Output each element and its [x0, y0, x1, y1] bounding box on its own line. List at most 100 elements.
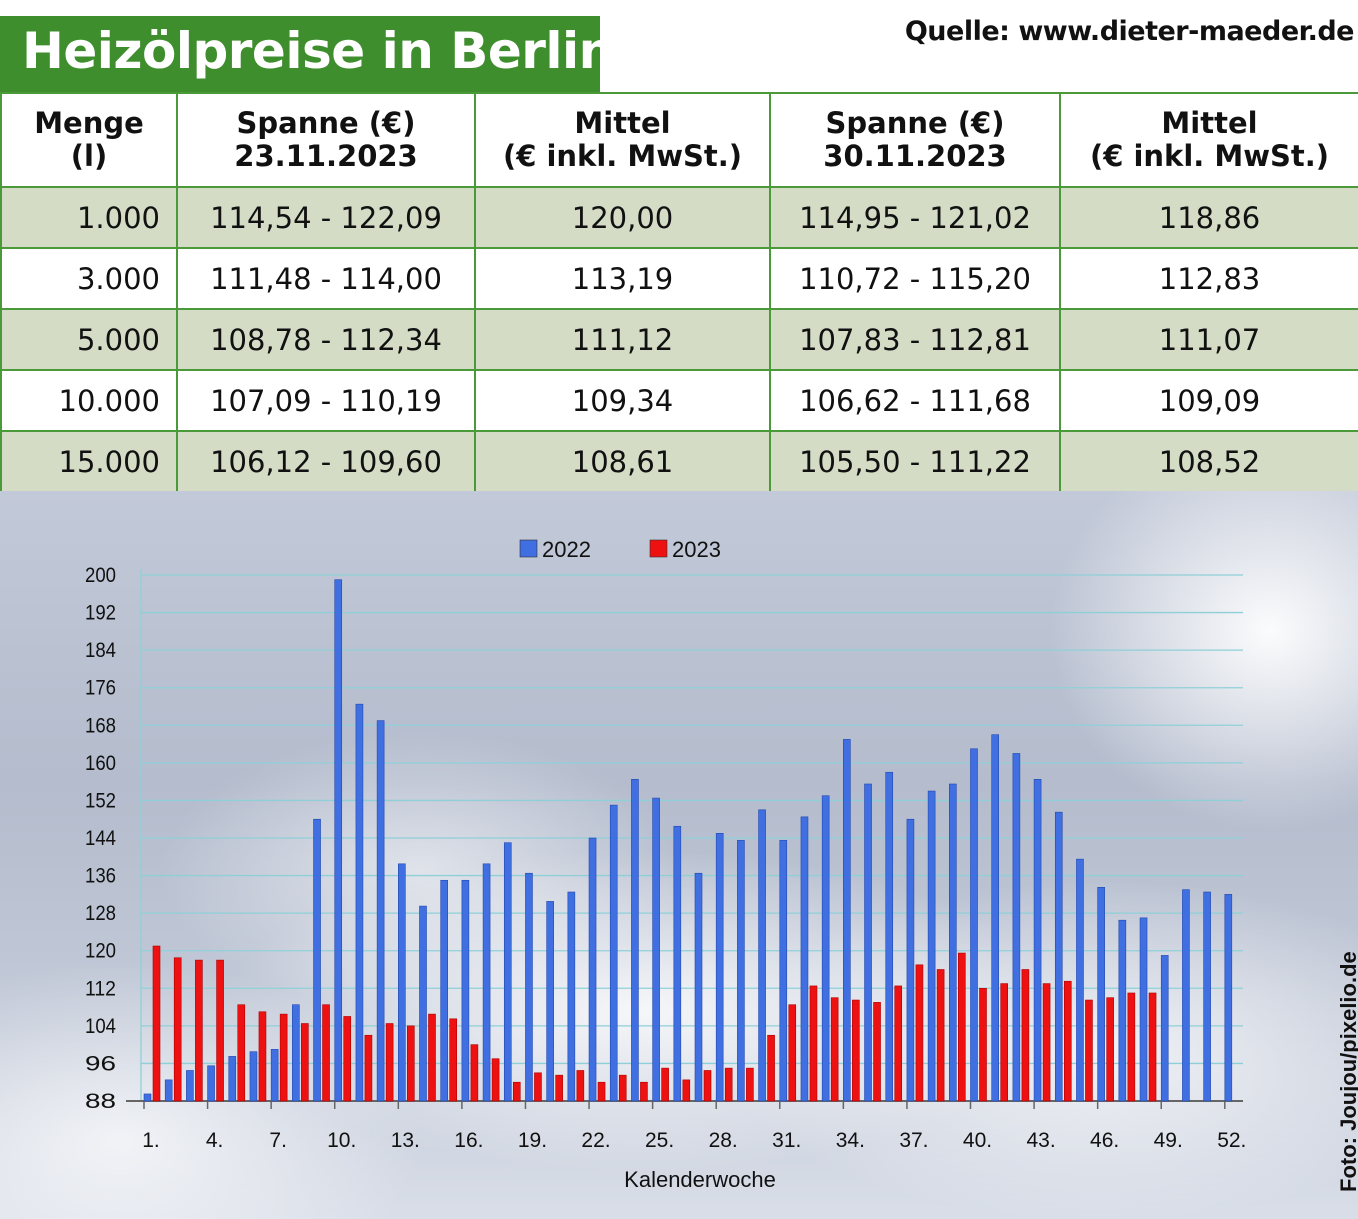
table-row: 5.000 108,78 - 112,34 111,12 107,83 - 11…	[0, 308, 1358, 371]
x-tick-label: 25.	[645, 1129, 674, 1152]
bar-2023	[279, 1013, 288, 1102]
x-tick-label: 46.	[1090, 1129, 1119, 1152]
table-row: 3.000 111,48 - 114,00 113,19 110,72 - 11…	[0, 247, 1358, 310]
bar-2022	[715, 833, 724, 1102]
cell-range: 114,95 - 121,02	[769, 186, 1061, 249]
bar-2023	[407, 1025, 415, 1102]
bar-2023	[555, 1074, 563, 1102]
legend-label: 2022	[542, 537, 591, 562]
bar-2023	[809, 985, 818, 1102]
bar-2022	[186, 1070, 194, 1102]
bar-2023	[936, 969, 945, 1102]
bar-2022	[609, 804, 618, 1102]
bar-2023	[343, 1016, 352, 1102]
cell-range: 111,48 - 114,00	[176, 247, 476, 310]
cell-quantity: 5.000	[0, 308, 178, 371]
cell-range: 106,62 - 111,68	[769, 369, 1061, 432]
x-tick-label: 1.	[142, 1129, 160, 1152]
bar-2022	[864, 783, 872, 1102]
y-tick-label: 160	[85, 752, 116, 775]
bar-2023	[470, 1044, 479, 1102]
bar-2023	[767, 1034, 775, 1102]
bar-2022	[906, 818, 915, 1102]
bar-2022	[503, 842, 512, 1102]
bar-2023	[385, 1023, 394, 1102]
bar-2022	[949, 783, 957, 1102]
cell-quantity: 1.000	[0, 186, 178, 249]
cell-mean: 118,86	[1059, 186, 1358, 249]
bar-2022	[1012, 753, 1021, 1102]
bar-2022	[249, 1051, 258, 1102]
bar-2022	[482, 863, 491, 1102]
x-tick-label: 49.	[1154, 1129, 1183, 1152]
x-tick-label: 10.	[327, 1129, 356, 1152]
bar-2022	[207, 1065, 215, 1102]
bar-2023	[830, 997, 839, 1102]
bar-2023	[195, 959, 203, 1102]
bar-2022	[525, 872, 533, 1102]
y-tick-label: 112	[85, 977, 116, 1000]
bar-2022	[461, 879, 470, 1102]
y-tick-label: 96	[85, 1052, 116, 1075]
header-quantity: Menge (l)	[0, 92, 178, 188]
bar-2023	[788, 1004, 797, 1102]
x-tick-label: 13.	[391, 1129, 420, 1152]
bar-2023	[237, 1004, 246, 1102]
bar-2022	[631, 778, 639, 1102]
bar-2023	[534, 1072, 542, 1102]
cell-mean: 111,12	[474, 308, 771, 371]
bar-2022	[927, 790, 936, 1102]
y-tick-label: 120	[85, 940, 116, 963]
cell-range: 114,54 - 122,09	[176, 186, 476, 249]
bar-2022	[376, 720, 385, 1102]
table-header-row: Menge (l) Spanne (€) 23.11.2023 Mittel (€ i…	[0, 92, 1358, 188]
bar-2023	[915, 964, 924, 1102]
x-axis-title: Kalenderwoche	[624, 1167, 776, 1192]
bar-2023	[979, 987, 987, 1102]
bar-2023	[1127, 992, 1136, 1102]
bar-2022	[228, 1056, 237, 1102]
bar-2022	[885, 771, 894, 1102]
y-tick-label: 168	[85, 714, 116, 737]
bar-2023	[1042, 983, 1051, 1102]
x-tick-label: 52.	[1217, 1129, 1246, 1152]
header-line: (l)	[70, 139, 108, 173]
x-tick-label: 4.	[206, 1129, 224, 1152]
bar-2022	[779, 840, 788, 1102]
header-line: Spanne (€)	[236, 106, 416, 140]
y-tick-label: 144	[85, 827, 116, 850]
x-tick-label: 22.	[581, 1129, 610, 1152]
header-mean-week1: Mittel (€ inkl. MwSt.)	[474, 92, 771, 188]
legend-swatch	[519, 539, 538, 558]
x-tick-label: 40.	[963, 1129, 992, 1152]
bar-2023	[576, 1070, 585, 1102]
bar-2022	[652, 797, 660, 1102]
cell-mean: 109,09	[1059, 369, 1358, 432]
cell-mean: 111,07	[1059, 308, 1358, 371]
bar-2023	[258, 1011, 267, 1102]
bar-2023	[597, 1081, 606, 1102]
bar-2022	[588, 837, 597, 1102]
chart-area: 88 96 104 112 120 128 136 144 152 160 168 176 184 192…	[0, 491, 1358, 1219]
bar-2022	[270, 1049, 279, 1102]
y-tick-label: 152	[85, 789, 116, 812]
header-range-week2: Spanne (€) 30.11.2023	[769, 92, 1061, 188]
cell-quantity: 10.000	[0, 369, 178, 432]
bar-chart: 88 96 104 112 120 128 136 144 152 160 168 176 184 192…	[85, 537, 1246, 1192]
bar-2023	[1063, 980, 1072, 1102]
bar-2023	[682, 1079, 691, 1102]
x-tick-label: 34.	[836, 1129, 865, 1152]
photo-credit: Foto: Joujou/pixelio.de	[1336, 951, 1358, 1192]
header-mean-week2: Mittel (€ inkl. MwSt.)	[1059, 92, 1358, 188]
table-row: 10.000 107,09 - 110,19 109,34 106,62 - 1…	[0, 369, 1358, 432]
cell-mean: 108,61	[474, 430, 771, 493]
bar-2022	[821, 795, 830, 1102]
bar-2022	[1139, 917, 1148, 1102]
x-tick-label: 37.	[899, 1129, 928, 1152]
bar-2023	[661, 1067, 669, 1102]
bar-2022	[970, 748, 978, 1102]
price-table: Menge (l) Spanne (€) 23.11.2023 Mittel (€ i…	[0, 92, 1358, 493]
cell-range: 105,50 - 111,22	[769, 430, 1061, 493]
bar-2022	[694, 872, 703, 1102]
header-range-week1: Spanne (€) 23.11.2023	[176, 92, 476, 188]
